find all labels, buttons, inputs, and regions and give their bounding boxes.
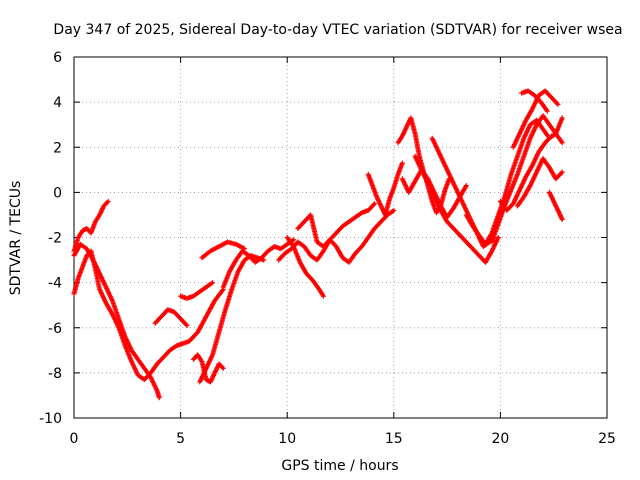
- data-point: [220, 365, 226, 371]
- axis-ticks: 0 5 10 15 20 25 -10 -8 -6 -4 -2 0 2 4 6: [39, 50, 616, 447]
- data-point: [559, 216, 565, 222]
- y-axis-label: SDTVAR / TECUs: [8, 181, 24, 296]
- y-tick-label: -6: [48, 321, 62, 337]
- data-point: [495, 235, 501, 240]
- x-tick-label: 15: [385, 431, 403, 447]
- data-point: [559, 140, 565, 146]
- x-tick-label: 25: [598, 431, 616, 447]
- data-point: [555, 101, 561, 107]
- y-tick-label: -10: [39, 411, 62, 427]
- data-point: [291, 237, 297, 243]
- data-point: [372, 201, 378, 207]
- data-point: [559, 115, 565, 121]
- data-point: [549, 133, 555, 139]
- x-axis-label: GPS time / hours: [281, 458, 398, 474]
- data-point: [156, 395, 162, 401]
- y-tick-label: -2: [48, 231, 62, 247]
- data-point: [544, 108, 550, 114]
- data-point: [559, 169, 565, 175]
- y-tick-label: 4: [53, 95, 62, 111]
- plot-frame: [73, 56, 608, 419]
- y-tick-label: 2: [53, 140, 62, 156]
- data-point: [391, 207, 397, 213]
- x-tick-label: 5: [176, 431, 185, 447]
- data-point: [463, 183, 469, 189]
- y-tick-label: 0: [53, 185, 62, 201]
- y-tick-label: 6: [53, 50, 62, 66]
- data-point: [320, 293, 326, 299]
- data-point: [184, 322, 190, 328]
- data-points: [71, 88, 565, 401]
- data-point: [399, 160, 405, 166]
- plot-border: [73, 56, 608, 419]
- y-tick-label: -8: [48, 366, 62, 382]
- x-tick-label: 0: [70, 431, 79, 447]
- x-tick-label: 10: [278, 431, 296, 447]
- data-point: [210, 280, 216, 286]
- grid-lines: [74, 57, 607, 418]
- data-point: [105, 198, 111, 204]
- chart-title: Day 347 of 2025, Sidereal Day-to-day VTE…: [53, 22, 622, 38]
- data-point: [242, 246, 248, 252]
- x-tick-label: 20: [491, 431, 509, 447]
- y-tick-label: -4: [48, 276, 62, 292]
